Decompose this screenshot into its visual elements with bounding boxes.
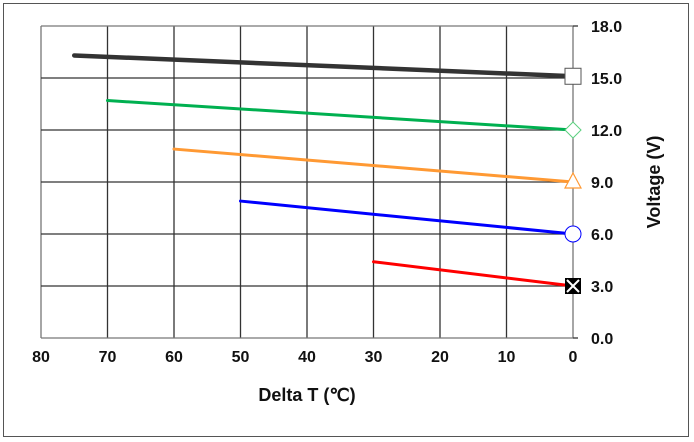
- y-tick-label: 9.0: [591, 175, 613, 192]
- series-line-15V: [72, 53, 576, 79]
- diamond-marker: [564, 121, 582, 139]
- y-tick-label: 0.0: [591, 331, 613, 348]
- x-tick-label: 70: [99, 349, 117, 366]
- series-marker-triangle-icon: [564, 171, 582, 189]
- series-line-9V: [172, 147, 575, 184]
- y-axis-label: Voltage (V): [644, 136, 664, 229]
- x-tick-label: 50: [232, 349, 250, 366]
- circle-marker: [564, 225, 582, 243]
- series-marker-x-square-icon: [565, 278, 581, 294]
- y-tick-label: 6.0: [591, 227, 613, 244]
- y-tick-label: 18.0: [591, 19, 622, 36]
- chart-frame: [3, 3, 689, 437]
- y-tick-label: 15.0: [591, 71, 622, 88]
- series-line-6V: [239, 199, 575, 236]
- x-axis-label: Delta T (℃): [258, 385, 355, 405]
- x-tick-label: 0: [569, 349, 578, 366]
- x-tick-label: 80: [32, 349, 50, 366]
- y-tick-label: 3.0: [591, 279, 613, 296]
- series-marker-circle-icon: [564, 225, 582, 243]
- series-line-12V: [106, 99, 575, 132]
- x-tick-label: 20: [431, 349, 449, 366]
- x-tick-label: 60: [165, 349, 183, 366]
- series-marker-square-icon: [564, 67, 582, 85]
- x-tick-label: 30: [365, 349, 383, 366]
- x-mark: [566, 279, 580, 293]
- x-tick-label: 40: [298, 349, 316, 366]
- series-line-3V: [372, 260, 575, 288]
- square-marker: [564, 67, 582, 85]
- series-marker-diamond-icon: [564, 121, 582, 139]
- x-tick-label: 10: [498, 349, 516, 366]
- y-tick-label: 12.0: [591, 123, 622, 140]
- triangle-marker: [564, 171, 582, 189]
